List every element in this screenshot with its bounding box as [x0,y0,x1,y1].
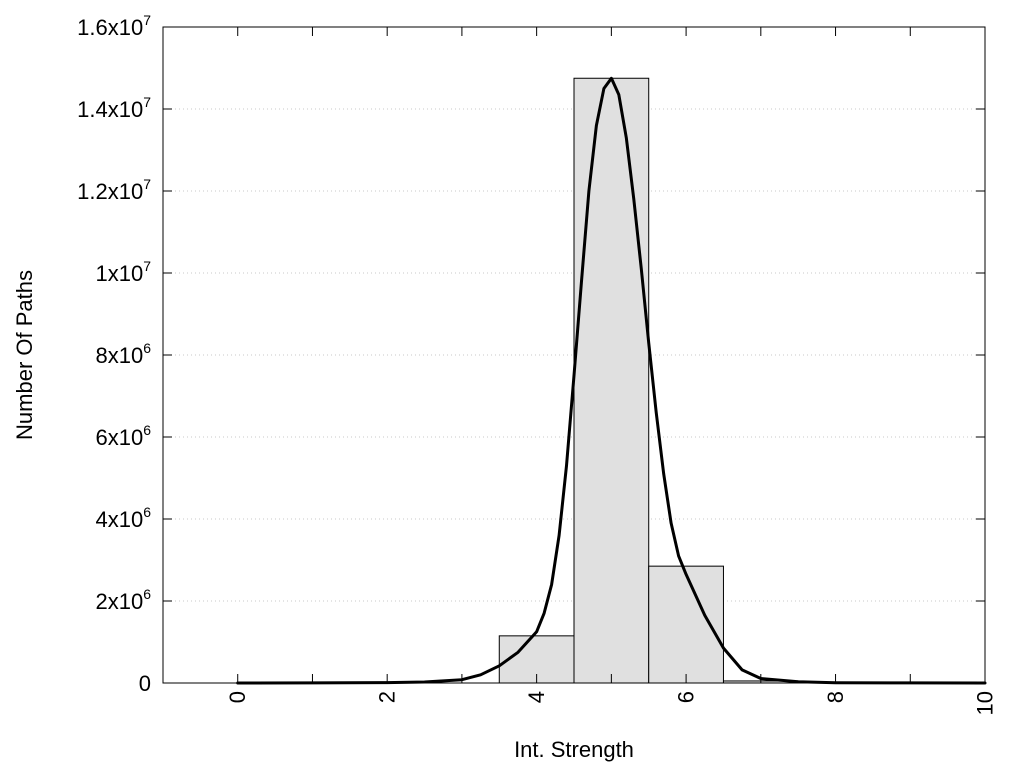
x-tick-label-3: 6 [674,691,699,703]
series-line-fit [236,76,987,685]
x-tick-label-2: 4 [524,691,549,703]
y-axis-ticks: 0 2x106 4x106 6x106 8x106 1x107 1.2x107 1.4x107… [77,12,985,696]
x-tick-label-5: 10 [973,691,998,715]
x-tick-label-0: 0 [225,691,250,703]
histogram-bars [498,77,799,684]
y-tick-label-8: 1.6x107 [77,12,151,40]
gridlines [163,108,985,602]
y-axis-label: Number Of Paths [12,270,37,440]
y-tick-label-5: 1x107 [95,258,151,286]
x-axis-label: Int. Strength [514,737,634,762]
y-tick-label-6: 1.2x107 [77,176,151,204]
y-tick-label-7: 1.4x107 [77,94,151,122]
bar-1 [573,77,650,684]
bar-2 [648,565,724,684]
y-tick-label-1: 2x106 [95,586,151,614]
x-tick-label-4: 8 [823,691,848,703]
y-tick-label-2: 4x106 [95,504,151,532]
x-tick-label-1: 2 [375,691,400,703]
y-tick-label-4: 8x106 [95,340,151,368]
fit-curve [236,76,987,685]
y-tick-label-3: 6x106 [95,422,151,450]
y-tick-label-0: 0 [139,671,151,696]
x-axis-ticks: 0 2 4 6 8 10 [225,27,998,715]
